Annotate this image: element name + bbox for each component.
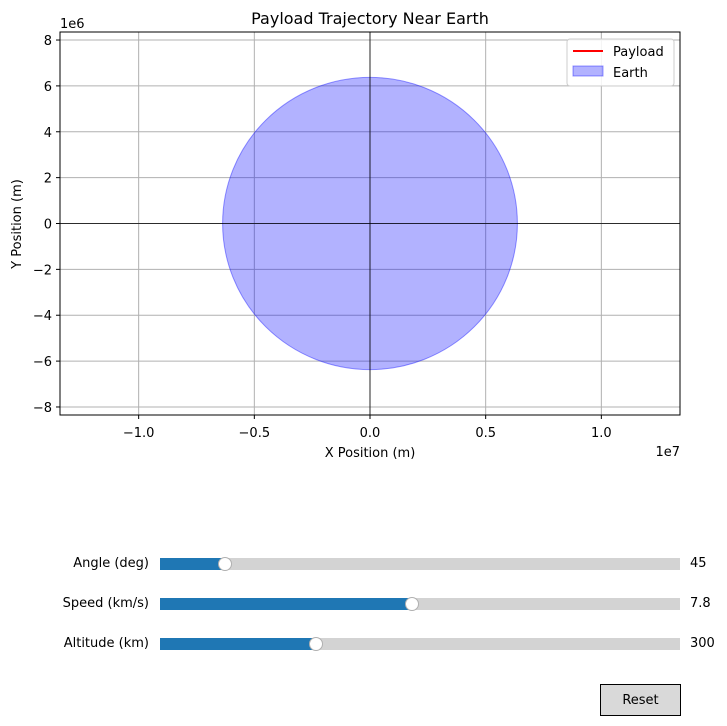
x-tick-label: 1.0 — [591, 426, 612, 441]
x-offset-text: 1e7 — [655, 445, 680, 460]
legend-payload-label: Payload — [613, 45, 664, 60]
slider-altitude[interactable]: Altitude (km) 300 — [0, 634, 727, 654]
slider-altitude-label: Altitude (km) — [63, 636, 149, 651]
x-tick-label: 0.5 — [475, 426, 496, 441]
x-tick-label: −0.5 — [239, 426, 271, 441]
slider-angle-fill — [160, 558, 225, 570]
y-axis-label: Y Position (m) — [10, 179, 25, 270]
reset-button[interactable]: Reset — [600, 684, 681, 716]
y-tick-label: 8 — [44, 34, 52, 49]
y-tick-label: 4 — [44, 126, 52, 141]
slider-speed-fill — [160, 598, 413, 610]
legend-earth-label: Earth — [613, 66, 648, 81]
slider-speed-handle[interactable] — [405, 597, 420, 611]
y-tick-label: −8 — [33, 401, 52, 416]
y-tick-label: −4 — [33, 309, 52, 324]
slider-speed[interactable]: Speed (km/s) 7.8 — [0, 594, 727, 614]
slider-speed-label: Speed (km/s) — [62, 596, 149, 611]
y-tick-label: 6 — [44, 80, 52, 95]
slider-angle[interactable]: Angle (deg) 45 — [0, 554, 727, 574]
slider-altitude-track[interactable] — [160, 637, 680, 651]
slider-angle-track[interactable] — [160, 557, 680, 571]
y-tick-label: 0 — [44, 218, 52, 233]
slider-angle-label: Angle (deg) — [73, 556, 149, 571]
slider-angle-handle[interactable] — [218, 557, 232, 571]
slider-altitude-value: 300 — [690, 636, 715, 651]
x-tick-label: 0.0 — [360, 426, 381, 441]
trajectory-chart: Payload Trajectory Near Earth −1.0 −0.5 0.… — [10, 9, 681, 461]
legend-earth-swatch — [572, 65, 604, 77]
x-axis-label: X Position (m) — [325, 446, 416, 461]
slider-altitude-handle[interactable] — [309, 637, 323, 651]
chart-title: Payload Trajectory Near Earth — [251, 9, 489, 28]
slider-altitude-fill — [160, 638, 316, 650]
y-offset-text: 1e6 — [60, 17, 85, 32]
y-tick-label: 2 — [44, 172, 52, 187]
y-tick-label: −2 — [33, 263, 52, 278]
slider-speed-value: 7.8 — [690, 596, 711, 611]
slider-angle-value: 45 — [690, 556, 707, 571]
legend: Payload Earth — [566, 38, 675, 87]
slider-speed-track[interactable] — [160, 597, 680, 611]
plot-frame — [59, 31, 681, 416]
y-tick-label: −6 — [33, 355, 52, 370]
x-tick-label: −1.0 — [123, 426, 155, 441]
